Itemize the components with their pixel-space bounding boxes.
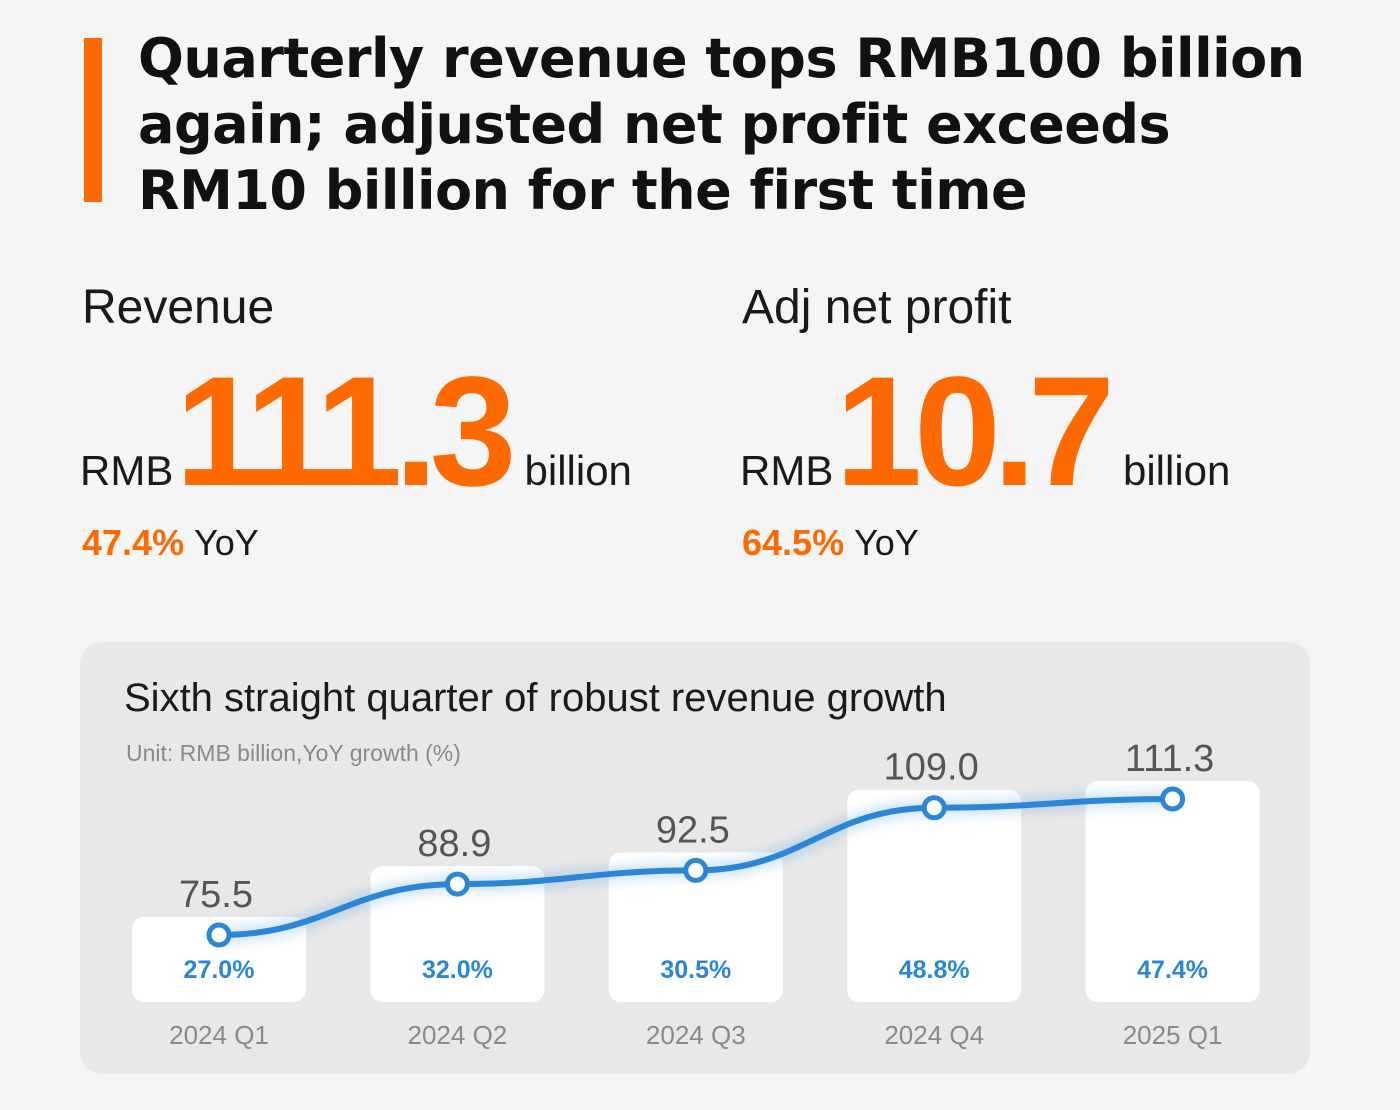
revenue-currency: RMB	[80, 447, 174, 494]
chart-title: Sixth straight quarter of robust revenue…	[124, 676, 947, 720]
revenue-unit: billion	[524, 447, 632, 494]
category-label: 2025 Q1	[1123, 1020, 1223, 1050]
profit-yoy-pct: 64.5%	[742, 522, 845, 563]
revenue-yoy-label: YoY	[194, 522, 259, 563]
bar-card	[370, 866, 545, 1002]
revenue-chart: 75.5 27.0% 2024 Q1 88.9 32.0% 2024 Q2 92.5 30.5…	[132, 738, 1260, 1050]
growth-label: 27.0%	[184, 956, 255, 984]
data-point	[1160, 786, 1186, 812]
data-point	[206, 922, 232, 948]
headline-accent-bar	[84, 38, 102, 202]
chart-panel: 75.5 27.0% 2024 Q1 88.9 32.0% 2024 Q2 92.5 30.5…	[80, 642, 1310, 1074]
category-label: 2024 Q1	[169, 1020, 269, 1050]
profit-label: Adj net profit	[742, 281, 1012, 334]
revenue-value: 111.3	[175, 345, 516, 519]
growth-label: 47.4%	[1137, 956, 1208, 984]
data-point	[444, 871, 470, 897]
profit-figure: RMB 10.7 billion	[740, 345, 1231, 519]
revenue-yoy-pct: 47.4%	[82, 522, 185, 563]
headline: Quarterly revenue tops RMB100 billion ag…	[138, 27, 1305, 222]
growth-label: 32.0%	[422, 956, 493, 984]
data-point	[683, 857, 709, 883]
value-label: 75.5	[179, 874, 253, 916]
bar-card	[132, 917, 306, 1002]
category-label: 2024 Q4	[884, 1020, 984, 1050]
revenue-yoy: 47.4% YoY	[82, 522, 259, 564]
revenue-label: Revenue	[82, 281, 275, 334]
category-label: 2024 Q2	[408, 1020, 508, 1050]
value-label: 109.0	[884, 747, 979, 789]
value-label: 92.5	[656, 809, 730, 851]
profit-unit: billion	[1122, 447, 1231, 494]
bar-card	[1085, 781, 1260, 1002]
profit-currency: RMB	[740, 447, 834, 494]
data-point	[921, 795, 947, 821]
category-label: 2024 Q3	[646, 1020, 746, 1050]
bar-card	[847, 789, 1022, 1002]
profit-yoy-label: YoY	[854, 522, 919, 563]
chart-subtitle: Unit: RMB billion,YoY growth (%)	[126, 740, 461, 766]
revenue-figure: RMB 111.3 billion	[80, 345, 632, 519]
profit-value: 10.7	[835, 345, 1115, 519]
value-label: 111.3	[1125, 738, 1214, 780]
bar-card	[608, 852, 783, 1002]
growth-label: 30.5%	[660, 956, 731, 984]
value-label: 88.9	[417, 823, 491, 865]
profit-yoy: 64.5% YoY	[742, 522, 919, 564]
growth-label: 48.8%	[899, 956, 970, 984]
